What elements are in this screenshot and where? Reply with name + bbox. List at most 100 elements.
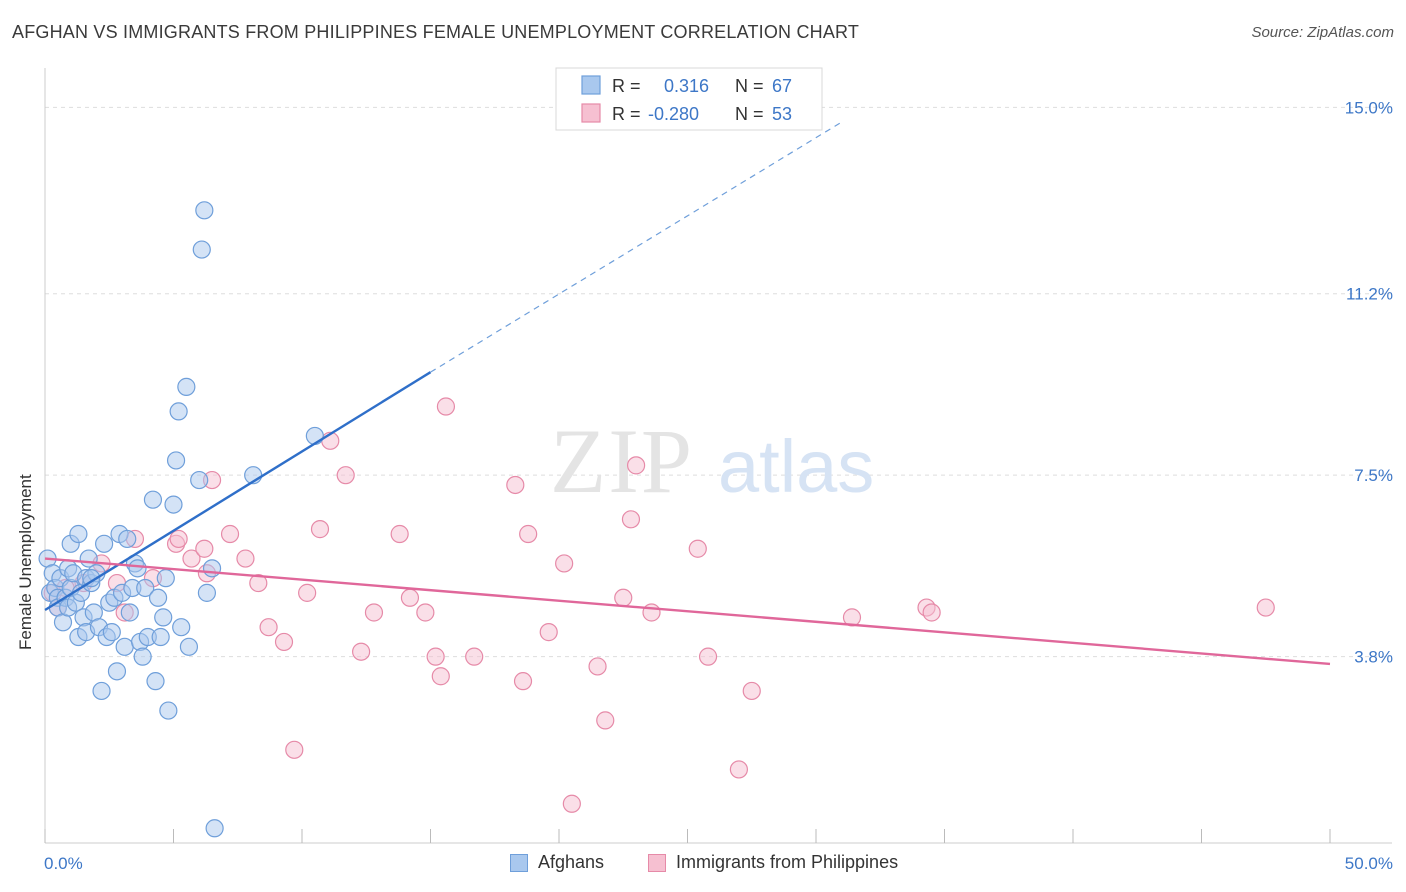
philippines-point-17 (249, 573, 268, 593)
philippines-point-34 (506, 475, 525, 495)
legend-n-label-philippines: N = (735, 104, 764, 124)
philippines-point-32 (436, 397, 456, 416)
philippines-point-27 (390, 524, 409, 544)
philippines-point-28 (400, 588, 420, 607)
philippines-point-39 (562, 794, 581, 813)
bottom-legend-label-philippines: Immigrants from Philippines (676, 852, 899, 872)
chart-title: AFGHAN VS IMMIGRANTS FROM PHILIPPINES FE… (12, 22, 860, 42)
afghans-point-52 (164, 495, 183, 514)
afghans-point-36 (118, 529, 137, 549)
legend-swatch-philippines (581, 103, 601, 123)
legend-n-value-afghans: 67 (772, 76, 792, 96)
philippines-point-26 (364, 603, 384, 622)
philippines-point-11 (182, 549, 201, 568)
legend-r-value-afghans: 0.316 (664, 76, 709, 96)
philippines-point-41 (596, 711, 615, 730)
afghans-point-60 (195, 201, 214, 220)
afghans-point-55 (172, 618, 191, 637)
afghans-point-48 (151, 627, 170, 647)
afghans-point-27 (95, 534, 114, 553)
legend-r-value-philippines: -0.280 (648, 104, 699, 124)
philippines-point-10 (169, 529, 188, 549)
bottom-legend: Afghans Immigrants from Philippines (0, 852, 1406, 878)
philippines-point-45 (642, 603, 661, 622)
x-tick-labels: 0.0% 50.0% (44, 854, 1393, 873)
philippines-point-15 (220, 524, 240, 544)
watermark-zip: ZIP (550, 410, 694, 512)
philippines-point-20 (285, 740, 304, 759)
philippines-point-47 (698, 647, 718, 666)
bottom-legend-label-afghans: Afghans (538, 852, 605, 872)
y-tick-label-3: 15.0% (1345, 98, 1393, 117)
philippines-point-22 (310, 520, 330, 539)
philippines-point-52 (922, 603, 941, 622)
philippines-point-33 (465, 647, 484, 666)
y-tick-label-2: 11.2% (1346, 285, 1393, 304)
legend-swatch-afghans (581, 75, 601, 95)
afghans-point-57 (179, 637, 199, 656)
bottom-legend-swatch-afghans (510, 853, 528, 872)
philippines-point-46 (688, 539, 707, 558)
legend-n-value-philippines: 53 (772, 104, 792, 124)
y-tick-label-1: 7.5% (1354, 466, 1393, 485)
philippines-point-49 (742, 681, 761, 701)
afghans-point-61 (197, 583, 217, 602)
philippines-point-31 (431, 667, 450, 686)
afghans-point-15 (69, 524, 88, 544)
afghans-point-53 (166, 451, 186, 470)
philippines-point-30 (426, 647, 445, 666)
afghans-point-45 (143, 490, 163, 509)
afghans-trend-line (44, 371, 432, 612)
afghans-point-46 (146, 672, 165, 691)
afghans-point-49 (154, 608, 173, 627)
philippines-point-25 (352, 642, 371, 661)
afghans-point-65 (305, 426, 324, 446)
afghans-point-51 (159, 701, 178, 720)
philippines-point-43 (621, 510, 641, 529)
philippines-point-21 (298, 583, 317, 602)
philippines-point-48 (729, 760, 749, 779)
afghans-point-40 (128, 559, 147, 578)
philippines-point-16 (236, 549, 255, 568)
x-tick-label-0: 0.0% (44, 854, 83, 873)
philippines-point-36 (519, 524, 538, 544)
bottom-legend-afghans[interactable]: Afghans (510, 852, 604, 873)
afghans-trend-extension (430, 121, 843, 373)
afghans-point-58 (190, 470, 209, 490)
legend-r-label-afghans: R = (612, 76, 641, 96)
gridlines (45, 106, 1392, 658)
afghans-point-47 (148, 588, 168, 607)
watermark: ZIP atlas (550, 410, 874, 512)
afghans-point-37 (120, 603, 139, 622)
philippines-point-19 (274, 632, 294, 652)
y-tick-labels: 3.8% 7.5% 11.2% 15.0% (1345, 98, 1393, 666)
afghans-point-59 (192, 240, 211, 259)
afghans-point-62 (202, 559, 222, 578)
philippines-point-53 (1256, 598, 1275, 617)
trend-lines (44, 121, 1331, 666)
afghans-point-26 (92, 681, 111, 701)
afghans-point-56 (177, 377, 196, 396)
philippines-point-29 (416, 603, 435, 622)
afghans-point-63 (205, 819, 224, 838)
afghans-point-66 (82, 569, 101, 588)
bottom-legend-philippines[interactable]: Immigrants from Philippines (648, 852, 898, 873)
afghans-point-35 (115, 637, 134, 656)
y-tick-label-0: 3.8% (1354, 648, 1393, 667)
afghans-point-43 (136, 578, 155, 598)
philippines-point-37 (539, 623, 558, 642)
afghans-point-30 (102, 623, 121, 642)
philippines-point-12 (195, 539, 214, 558)
afghans-point-54 (169, 402, 188, 421)
afghans-points (38, 201, 324, 838)
philippines-point-18 (259, 618, 278, 637)
philippines-point-40 (588, 657, 607, 676)
legend-n-label-afghans: N = (735, 76, 764, 96)
philippines-point-38 (555, 554, 574, 573)
philippines-point-42 (614, 588, 633, 607)
watermark-atlas: atlas (718, 425, 874, 508)
x-tick-label-1: 50.0% (1345, 854, 1393, 873)
philippines-point-35 (513, 672, 533, 691)
afghans-point-32 (107, 662, 127, 681)
